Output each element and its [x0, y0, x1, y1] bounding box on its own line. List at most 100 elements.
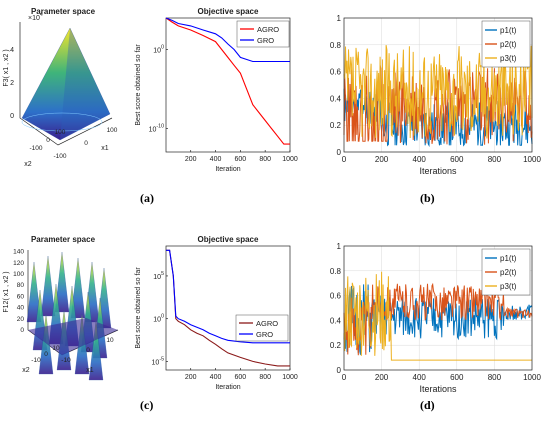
surface-peak-c — [88, 319, 104, 381]
y-tick-label-b: 1 — [337, 14, 342, 23]
x-axis-label-c: Iteration — [215, 384, 240, 391]
y-tick-label-a: 100 — [153, 45, 164, 55]
convergence-plot-a: Objective space 200 400 600 800 1000 Iteration… — [135, 7, 298, 173]
panel-label-a: (a) — [140, 191, 154, 205]
legend-label-c: GRO — [256, 330, 273, 339]
z-tick-c: 120 — [13, 260, 24, 267]
x2-tick-c: 10 — [52, 345, 60, 352]
x-tick-label-d: 400 — [413, 373, 427, 382]
x-tick-label-c: 200 — [185, 374, 197, 381]
title-objective-c: Objective space — [198, 235, 259, 244]
y-tick-label-c: 100 — [153, 314, 164, 324]
series-line-agro-c — [166, 249, 290, 367]
z-tick-c: 140 — [13, 249, 24, 256]
y-tick-label-c: 105 — [153, 271, 164, 281]
series-line-p3-b — [343, 45, 533, 139]
y-tick-label-b: 0 — [337, 148, 342, 157]
x-tick-label-d: 0 — [342, 373, 347, 382]
surface-peak-c — [26, 261, 42, 323]
plot-frame-b — [343, 17, 533, 153]
y-tick-label-a: 10-10 — [149, 123, 164, 133]
legend-label-d: p3(t) — [500, 282, 517, 291]
panel-label-b: (b) — [420, 191, 435, 205]
y-tick-label-b: 0.4 — [330, 94, 342, 103]
x1-tick-c: -10 — [61, 357, 71, 364]
title-param-space-c: Parameter space — [31, 235, 96, 244]
surface-base-c — [28, 318, 118, 355]
x-tick-label-b: 200 — [375, 155, 389, 164]
x-tick-label-d: 200 — [375, 373, 389, 382]
legend-label-a: GRO — [257, 36, 274, 45]
z-tick-c: 20 — [17, 316, 25, 323]
z-tick-c: 80 — [17, 282, 25, 289]
x1-label-c: x1 — [86, 367, 94, 374]
x1-tick-a: -100 — [53, 153, 66, 160]
probability-plot-d: 0 0.2 0.4 0.6 0.8 1 0 200 400 600 800 1000 Iteration… — [330, 242, 542, 394]
x-tick-label-c: 800 — [259, 374, 271, 381]
x-axis-label-a: Iteration — [215, 166, 240, 173]
surface-mesh-a — [21, 27, 111, 141]
x-tick-label-c: 400 — [210, 374, 222, 381]
series-line-p2-d — [343, 282, 533, 356]
y-tick-label-d: 0.6 — [330, 292, 342, 301]
z-scale-a: ×104 — [28, 12, 43, 22]
y-tick-label-b: 0.8 — [330, 41, 342, 50]
x-tick-label-a: 400 — [210, 156, 222, 163]
legend-label-b: p2(t) — [500, 40, 517, 49]
legend-label-d: p1(t) — [500, 254, 517, 263]
series-line-gro-a — [165, 17, 290, 63]
surface-contour-a — [21, 112, 103, 132]
x-tick-label-a: 800 — [259, 156, 271, 163]
x-tick-label-a: 1000 — [282, 156, 298, 163]
x-tick-label-b: 400 — [413, 155, 427, 164]
surface-peak-c — [54, 251, 70, 313]
x-tick-label-b: 600 — [450, 155, 464, 164]
x2-label-a: x2 — [24, 161, 32, 168]
z-label-c: F12( x1 , x2 ) — [3, 271, 10, 312]
plot-frame-c — [165, 245, 291, 371]
y-tick-label-d: 0 — [337, 366, 342, 375]
convergence-plot-c: Objective space 200 400 600 800 1000 Iteration… — [135, 235, 298, 391]
x2-tick-c: -10 — [31, 357, 41, 364]
y-tick-label-b: 0.2 — [330, 121, 342, 130]
x1-tick-a: 0 — [84, 140, 88, 147]
x-axis-label-b: Iterations — [419, 166, 457, 176]
y-axis-label-a: Best score obtained so far — [135, 44, 142, 126]
y-tick-label-c: 10-5 — [152, 356, 165, 366]
plot-frame-a — [165, 17, 291, 153]
surface-peak-c — [40, 255, 56, 317]
surface-peak-c — [70, 257, 86, 319]
z-tick-a: 2 — [10, 80, 14, 87]
x2-tick-a: 100 — [55, 129, 66, 136]
series-line-p3-d — [343, 271, 532, 361]
title-objective-a: Objective space — [198, 7, 259, 16]
surface-plot-a: Parameter space 0 2 4F3( x1 , x2 ) -100 0 100 -… — [3, 7, 118, 168]
x1-tick-c: 10 — [106, 337, 114, 344]
z-tick-c: 40 — [17, 305, 25, 312]
x2-tick-c: 0 — [44, 351, 48, 358]
x2-tick-a: 0 — [46, 137, 50, 144]
x-tick-label-b: 0 — [342, 155, 347, 164]
x-tick-label-b: 1000 — [523, 155, 541, 164]
legend-label-b: p1(t) — [500, 26, 517, 35]
x-tick-label-c: 1000 — [282, 374, 298, 381]
z-tick-a: 0 — [10, 113, 14, 120]
y-tick-label-d: 0.2 — [330, 341, 342, 350]
y-tick-label-d: 0.4 — [330, 316, 342, 325]
x1-tick-c: 0 — [86, 347, 90, 354]
legend-c — [235, 314, 289, 342]
surface-axes-a — [19, 22, 113, 146]
x-tick-label-a: 600 — [235, 156, 247, 163]
z-tick-a: 4 — [10, 47, 14, 54]
x1-tick-a: 100 — [107, 127, 118, 134]
y-axis-label-c: Best score obtained so far — [135, 267, 142, 349]
x2-tick-a: -100 — [29, 145, 42, 152]
z-tick-c: 0 — [20, 327, 24, 334]
x-tick-label-b: 800 — [488, 155, 502, 164]
plot-frame-d — [343, 245, 533, 371]
series-line-gro-c — [166, 249, 290, 344]
series-line-agro-a — [165, 17, 290, 145]
probability-plot-b: 0 0.2 0.4 0.6 0.8 1 0 200 400 600 800 1000 Iteration… — [330, 14, 542, 176]
